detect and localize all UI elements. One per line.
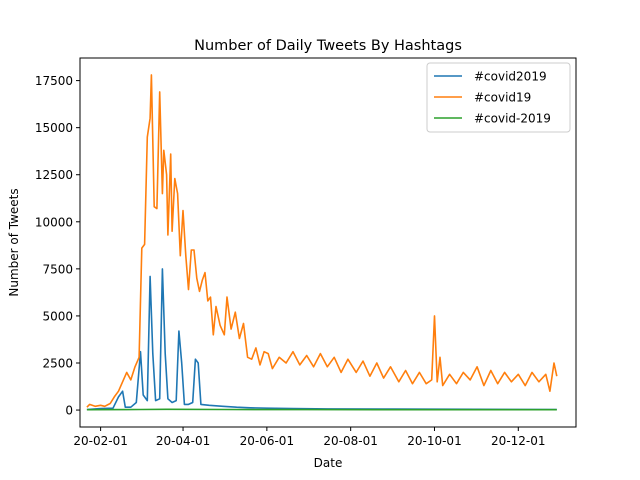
chart-title: Number of Daily Tweets By Hashtags — [194, 38, 462, 54]
series-line-2 — [86, 74, 558, 408]
x-tick-label: 20-10-01 — [407, 434, 461, 448]
x-tick-label: 20-06-01 — [240, 434, 294, 448]
legend-label: #covid2019 — [474, 70, 547, 84]
x-tick-label: 20-04-01 — [156, 434, 210, 448]
x-axis-label: Date — [314, 456, 343, 470]
x-tick-label: 20-08-01 — [323, 434, 377, 448]
x-axis: 20-02-01 20-04-01 20-06-01 20-08-01 20-10-01… — [73, 427, 546, 448]
series-layer — [86, 74, 558, 411]
y-tick-label: 10000 — [35, 215, 73, 229]
y-axis: 0 2500 5000 7500 10000 12500 15000 17500 — [35, 74, 80, 418]
y-tick-label: 2500 — [42, 356, 73, 370]
x-tick-label: 20-12-01 — [491, 434, 545, 448]
legend: #covid2019 #covid19 #covid-2019 — [426, 62, 571, 133]
y-tick-label: 7500 — [42, 262, 73, 276]
y-tick-label: 17500 — [35, 74, 73, 88]
legend-label: #covid-2019 — [474, 112, 551, 126]
legend-frame — [426, 62, 571, 133]
plot-frame — [79, 57, 577, 428]
plot-area — [79, 57, 577, 428]
y-tick-label: 5000 — [42, 309, 73, 323]
y-tick-label: 12500 — [35, 168, 73, 182]
y-axis-label: Number of Tweets — [7, 188, 21, 296]
y-tick-label: 0 — [65, 404, 73, 418]
legend-label: #covid19 — [474, 91, 531, 105]
y-tick-label: 15000 — [35, 121, 73, 135]
series-line-1 — [86, 268, 557, 411]
x-tick-label: 20-02-01 — [73, 434, 127, 448]
